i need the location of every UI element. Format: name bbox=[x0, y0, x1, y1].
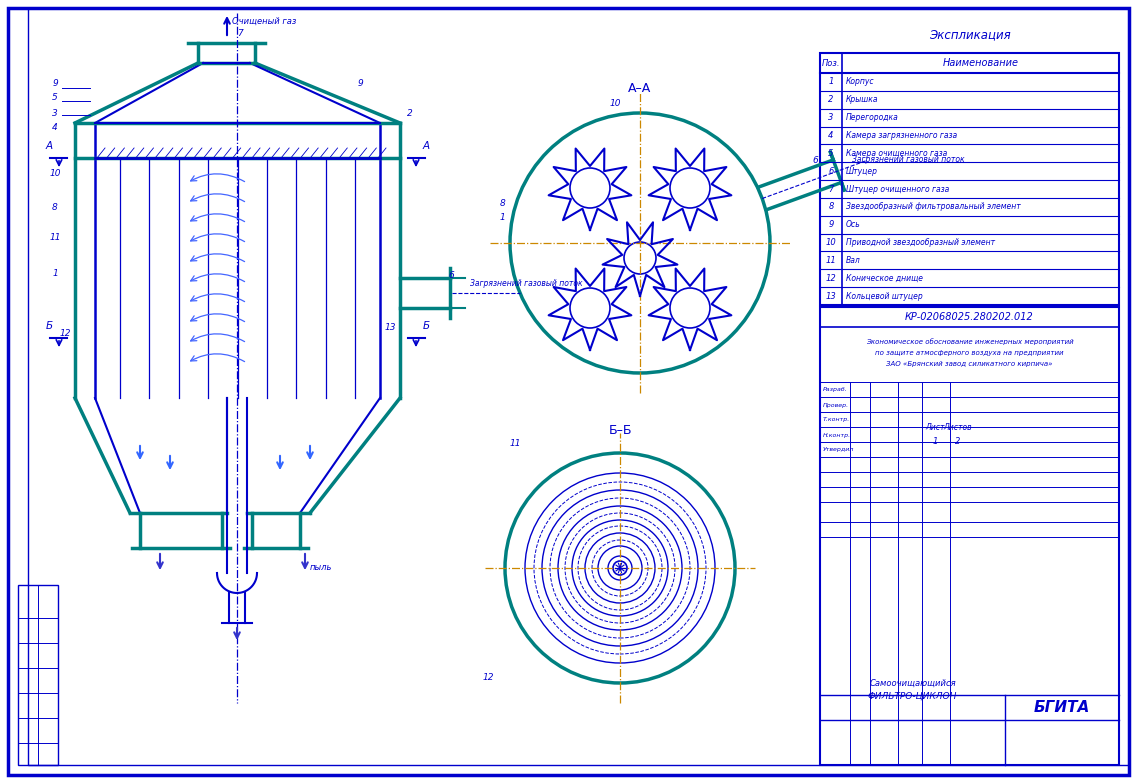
Text: 8: 8 bbox=[500, 199, 506, 207]
Text: 2: 2 bbox=[407, 109, 413, 117]
Text: Камера загрязненного газа: Камера загрязненного газа bbox=[846, 131, 957, 140]
Text: 1: 1 bbox=[500, 214, 506, 222]
Text: Наименование: Наименование bbox=[943, 58, 1019, 68]
Text: Поз.: Поз. bbox=[822, 59, 840, 67]
Bar bbox=[820, 307, 1119, 765]
Text: 10: 10 bbox=[49, 168, 60, 178]
Text: 6: 6 bbox=[448, 270, 454, 280]
Text: Коническое днище: Коническое днище bbox=[846, 274, 923, 283]
Text: 1: 1 bbox=[932, 438, 938, 446]
Text: 3: 3 bbox=[52, 109, 58, 117]
Text: 3: 3 bbox=[829, 113, 833, 122]
Text: 1: 1 bbox=[829, 78, 833, 86]
Text: Звездообразный фильтровальный элемент: Звездообразный фильтровальный элемент bbox=[846, 202, 1021, 211]
Text: 7: 7 bbox=[829, 185, 833, 193]
Text: Б: Б bbox=[45, 321, 52, 331]
Text: Корпус: Корпус bbox=[846, 78, 874, 86]
Text: 8: 8 bbox=[829, 202, 833, 211]
Text: А: А bbox=[423, 141, 430, 151]
Text: 8: 8 bbox=[52, 204, 58, 212]
Text: Б: Б bbox=[423, 321, 430, 331]
Text: Утвердил: Утвердил bbox=[823, 448, 854, 453]
Text: 11: 11 bbox=[825, 256, 837, 265]
Text: 6: 6 bbox=[829, 167, 833, 175]
Text: Разраб.: Разраб. bbox=[823, 388, 848, 392]
Text: Н.контр.: Н.контр. bbox=[823, 432, 852, 438]
Text: Загрязнений газовый поток: Загрязнений газовый поток bbox=[853, 155, 965, 164]
Text: Лист: Лист bbox=[926, 423, 945, 431]
Bar bbox=[18, 585, 58, 765]
Text: 13: 13 bbox=[825, 291, 837, 301]
Text: БГИТА: БГИТА bbox=[1034, 701, 1090, 716]
Text: 5: 5 bbox=[52, 93, 58, 103]
Text: по защите атмосферного воздуха на предприятии: по защите атмосферного воздуха на предпр… bbox=[875, 350, 1064, 356]
Text: А: А bbox=[45, 141, 52, 151]
Text: Загрязнений газовый поток: Загрязнений газовый поток bbox=[470, 279, 582, 287]
Text: 2: 2 bbox=[955, 438, 961, 446]
Text: 5: 5 bbox=[829, 149, 833, 158]
Text: 9: 9 bbox=[357, 78, 363, 88]
Text: 11: 11 bbox=[511, 438, 522, 448]
Text: ЗАО «Брянский завод силикатного кирпича»: ЗАО «Брянский завод силикатного кирпича» bbox=[886, 361, 1053, 367]
Text: Штуцер очищенного газа: Штуцер очищенного газа bbox=[846, 185, 949, 193]
Text: Провер.: Провер. bbox=[823, 402, 849, 407]
Text: КР-02068025.280202.012: КР-02068025.280202.012 bbox=[905, 312, 1034, 322]
Text: Крышка: Крышка bbox=[846, 96, 879, 104]
Text: 4: 4 bbox=[829, 131, 833, 140]
Text: 12: 12 bbox=[59, 329, 70, 337]
Text: 7: 7 bbox=[238, 28, 243, 38]
Text: Кольцевой штуцер: Кольцевой штуцер bbox=[846, 291, 923, 301]
Text: 12: 12 bbox=[825, 274, 837, 283]
Text: Т.контр.: Т.контр. bbox=[823, 417, 850, 423]
Text: Б–Б: Б–Б bbox=[608, 424, 632, 438]
Text: 6: 6 bbox=[812, 156, 818, 165]
Text: Камера очищенного газа: Камера очищенного газа bbox=[846, 149, 947, 158]
Circle shape bbox=[613, 561, 626, 575]
Bar bbox=[820, 53, 1119, 305]
Text: пыль: пыль bbox=[310, 564, 332, 572]
Text: 11: 11 bbox=[49, 233, 60, 243]
Text: 9: 9 bbox=[829, 220, 833, 229]
Text: Очищеный газ: Очищеный газ bbox=[232, 16, 297, 26]
Text: 10: 10 bbox=[609, 99, 622, 107]
Text: 9: 9 bbox=[52, 78, 58, 88]
Text: 12: 12 bbox=[483, 673, 495, 683]
Text: Штуцер: Штуцер bbox=[846, 167, 878, 175]
Text: Вал: Вал bbox=[846, 256, 861, 265]
Text: Экспликация: Экспликация bbox=[929, 28, 1011, 41]
Text: ФИЛЬТРО-ЦИКЛОН: ФИЛЬТРО-ЦИКЛОН bbox=[868, 691, 957, 701]
Text: Перегородка: Перегородка bbox=[846, 113, 898, 122]
Text: 2: 2 bbox=[829, 96, 833, 104]
Text: А–А: А–А bbox=[629, 81, 652, 95]
Text: Приводной звездообразный элемент: Приводной звездообразный элемент bbox=[846, 238, 995, 247]
Text: Ось: Ось bbox=[846, 220, 861, 229]
Text: Экономическое обоснование инженерных мероприятий: Экономическое обоснование инженерных мер… bbox=[865, 338, 1073, 345]
Text: Самоочищающийся: Самоочищающийся bbox=[869, 679, 956, 687]
Text: 10: 10 bbox=[825, 238, 837, 247]
Text: 4: 4 bbox=[52, 124, 58, 132]
Text: 13: 13 bbox=[384, 323, 396, 333]
Text: Листов: Листов bbox=[944, 423, 972, 431]
Text: 1: 1 bbox=[52, 269, 58, 277]
